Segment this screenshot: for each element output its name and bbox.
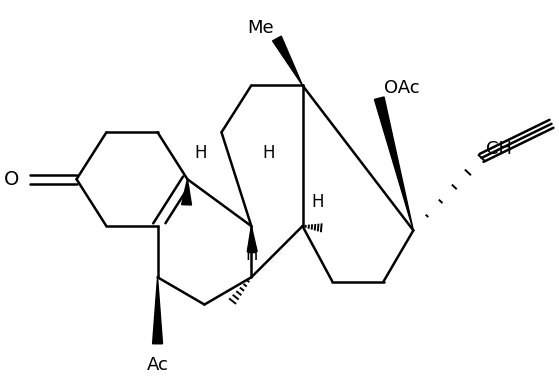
Text: H: H [245,246,258,264]
Polygon shape [182,179,192,205]
Polygon shape [247,226,257,252]
Text: OAc: OAc [383,78,419,96]
Text: H: H [194,144,206,162]
Text: O: O [4,170,20,189]
Text: Ac: Ac [146,356,168,374]
Text: CH: CH [486,141,512,158]
Text: H: H [311,193,324,211]
Polygon shape [153,277,163,344]
Polygon shape [375,97,413,230]
Text: H: H [262,144,274,162]
Text: Me: Me [247,19,273,37]
Polygon shape [273,36,302,85]
